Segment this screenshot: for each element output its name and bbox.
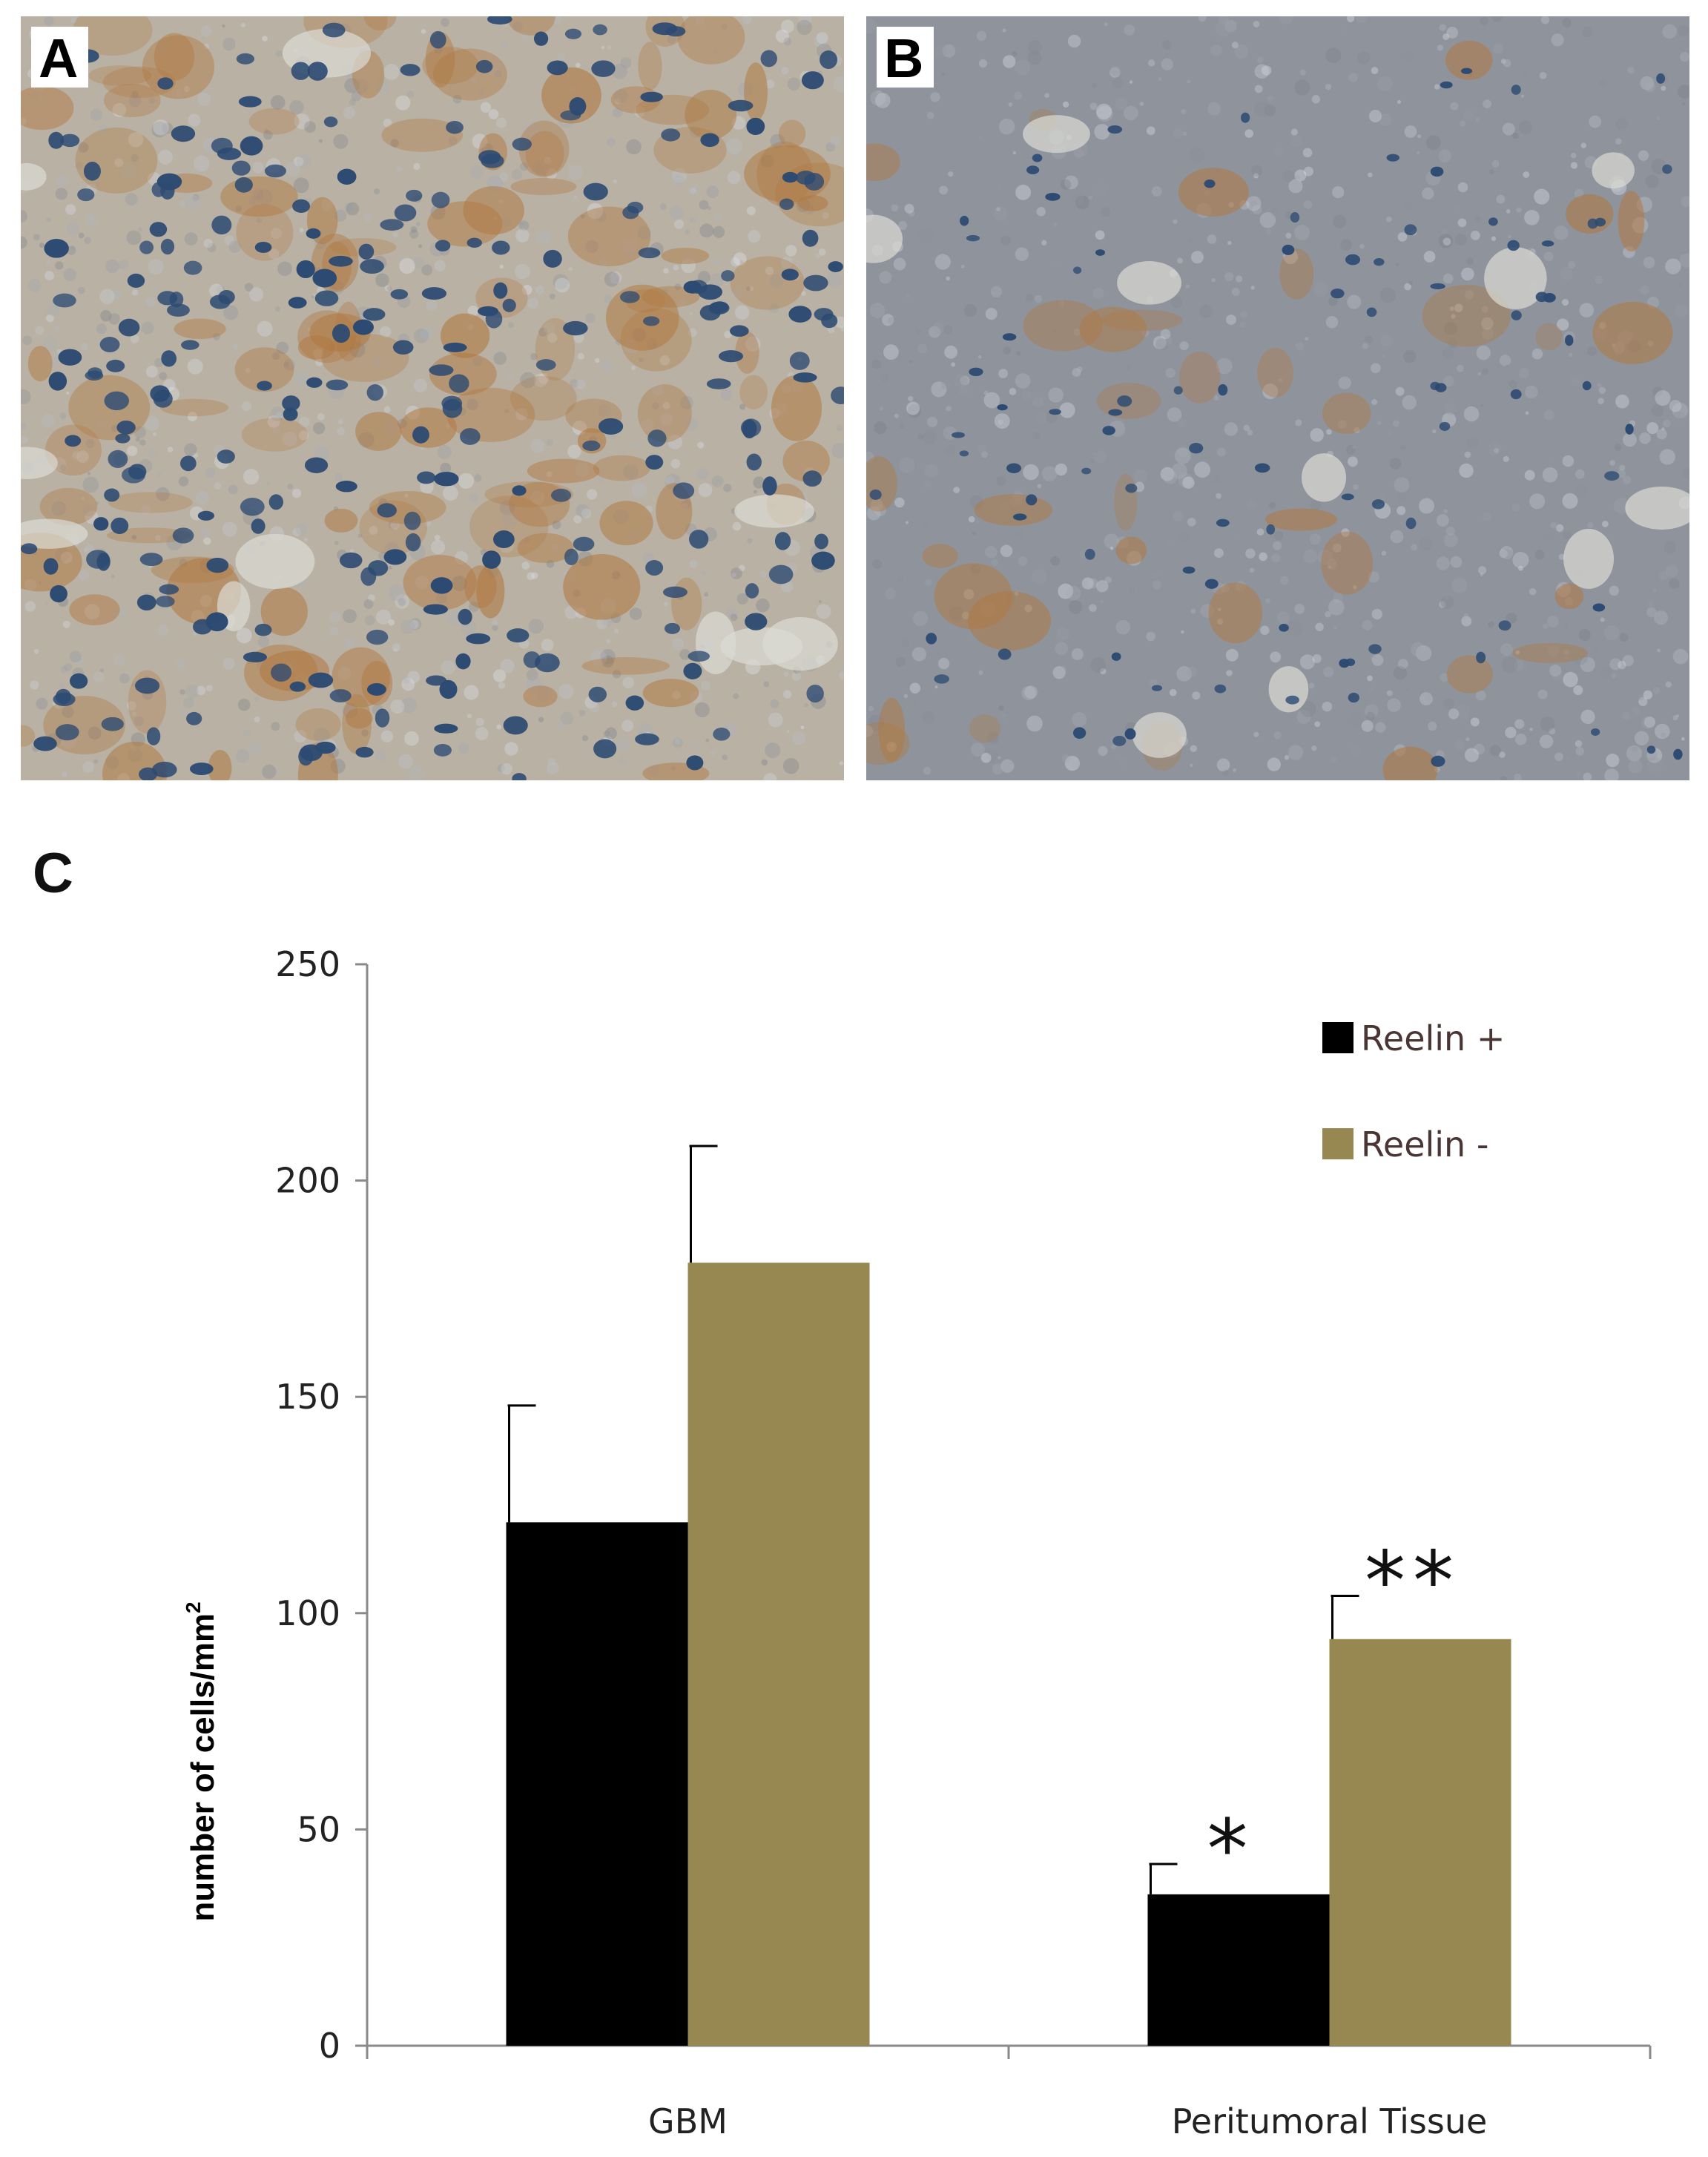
vacuoles: [866, 115, 1689, 758]
panel-label-c: C: [33, 842, 73, 905]
significance-marker: *: [1207, 1802, 1256, 1897]
micrograph-a-image: [21, 16, 844, 780]
x-axis: GBM Peritumoral Tissue: [366, 2044, 1652, 2141]
micrograph-b-image: [866, 16, 1689, 780]
bar: [1329, 1639, 1511, 2046]
x-category-label: Peritumoral Tissue: [1172, 2101, 1488, 2141]
bar: [1147, 1894, 1330, 2046]
y-tick-label: 100: [275, 1593, 340, 1633]
cell-nuclei: [869, 67, 1683, 767]
bar: [688, 1262, 870, 2046]
y-tick-label: 250: [275, 944, 340, 984]
legend: Reelin + Reelin -: [1322, 1018, 1505, 1165]
significance-annotations: ***: [1207, 1533, 1461, 1897]
panel-label-b: B: [877, 27, 934, 88]
legend-label: Reelin +: [1361, 1018, 1505, 1058]
cell-nuclei: [21, 16, 844, 780]
micrograph-panel-a: A: [21, 16, 844, 780]
y-axis-label-text: number of cells/mm: [185, 1613, 221, 1922]
y-axis-label: number of cells/mm2: [182, 1601, 221, 1921]
significance-marker: **: [1365, 1533, 1461, 1628]
y-tick-label: 200: [275, 1161, 340, 1201]
panel-label-a: A: [31, 27, 89, 88]
bars: [506, 1262, 1511, 2046]
vacuoles: [21, 28, 838, 674]
legend-swatch: [1322, 1022, 1353, 1053]
bar: [506, 1522, 688, 2046]
y-tick-label: 0: [319, 2026, 340, 2066]
y-tick-label: 150: [275, 1377, 340, 1417]
error-bars: [507, 1145, 1359, 1894]
y-axis: 0 50 100 150 200 250: [275, 944, 369, 2066]
legend-label: Reelin -: [1361, 1124, 1488, 1165]
y-axis-label-superscript: 2: [182, 1601, 205, 1613]
micrograph-panel-b: B: [866, 16, 1689, 780]
legend-swatch: [1322, 1128, 1353, 1159]
x-category-label: GBM: [648, 2101, 728, 2141]
y-tick-label: 50: [297, 1809, 340, 1849]
